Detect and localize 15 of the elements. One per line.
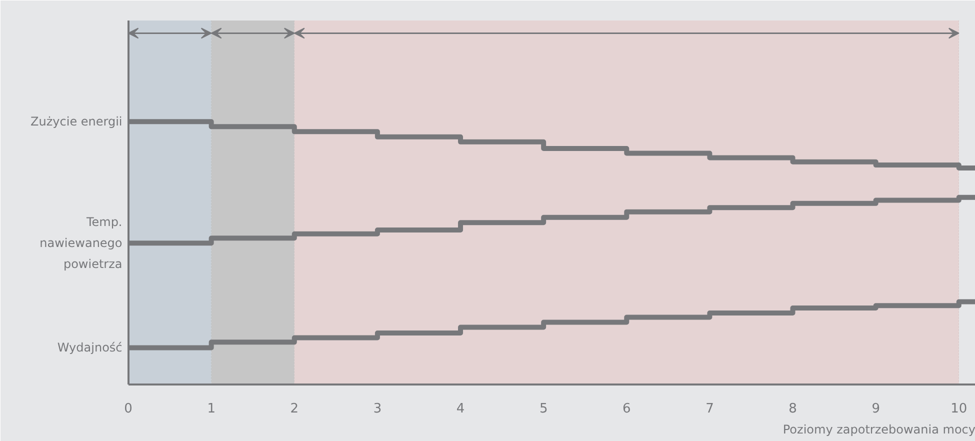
- series-label: Wydajność: [57, 340, 122, 355]
- x-tick-label: 5: [539, 402, 548, 416]
- x-tick-label: 1: [207, 402, 216, 416]
- x-tick-label: 9: [872, 402, 880, 416]
- x-tick-label: 0: [124, 402, 132, 416]
- series-label: Zużycie energii: [30, 114, 122, 129]
- x-tick-label: 6: [622, 402, 631, 416]
- x-tick-label: 2: [290, 402, 299, 416]
- x-tick-label: 8: [788, 402, 797, 416]
- x-tick-label: 4: [456, 402, 465, 416]
- x-axis-title: Poziomy zapotrzebowania mocy: [782, 422, 975, 436]
- x-tick-label: 3: [373, 402, 382, 416]
- x-tick-label: 7: [706, 402, 714, 416]
- x-tick-label: 10: [950, 402, 968, 416]
- series-label: Temp. nawiewanego powietrza: [40, 215, 122, 272]
